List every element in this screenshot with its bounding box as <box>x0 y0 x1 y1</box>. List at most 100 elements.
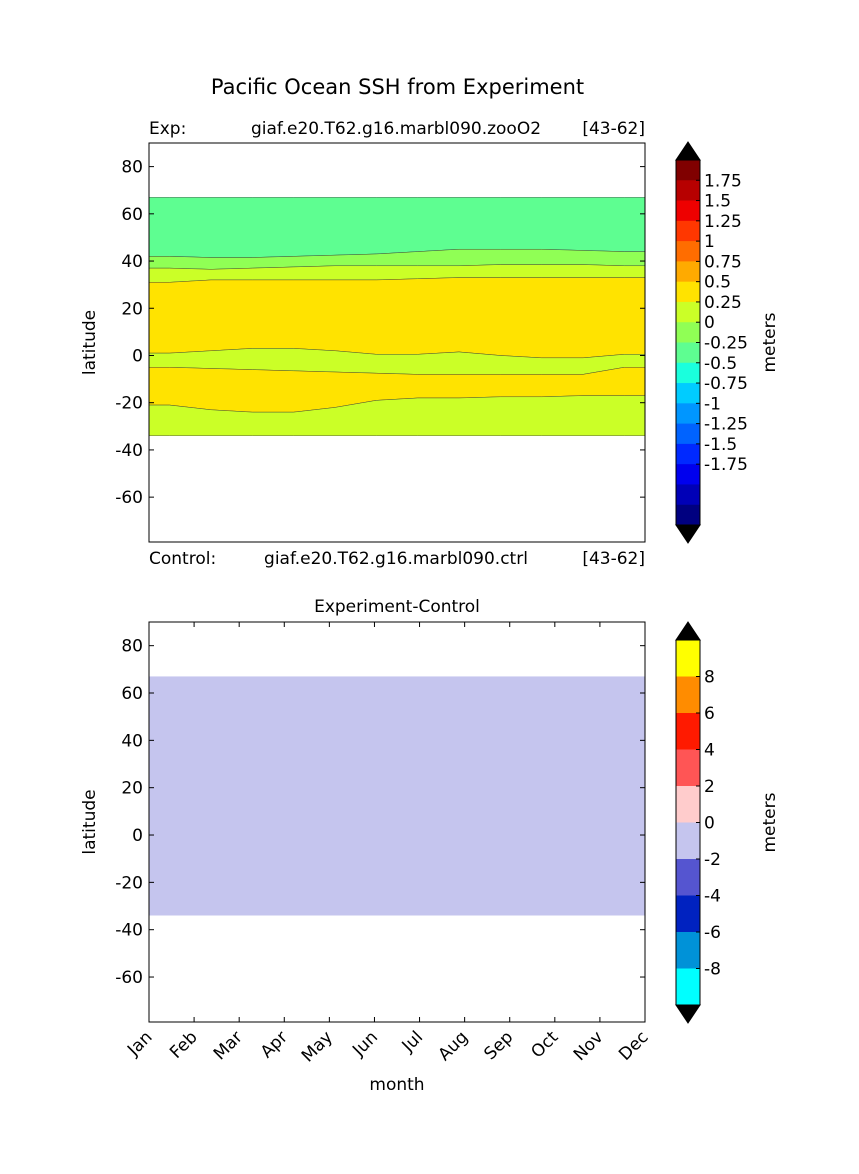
experiment-colorbar-tick-label: 1.75 <box>704 171 742 191</box>
difference-ytick-label: -40 <box>115 921 143 941</box>
experiment-colorbar-tick-label: 0.5 <box>704 273 731 293</box>
difference-ytick-label: -60 <box>115 968 143 988</box>
experiment-colorbar-tick-label: 1 <box>704 232 715 252</box>
experiment-colorbar-segment <box>676 241 700 262</box>
difference-fill <box>149 676 645 916</box>
experiment-colorbar-segment <box>676 383 700 404</box>
experiment-ytick-label: -20 <box>115 394 143 414</box>
experiment-ytick-label: -60 <box>115 488 143 508</box>
experiment-colorbar-tick-label: -0.5 <box>704 354 737 374</box>
experiment-colorbar-segment <box>676 160 700 181</box>
contour-band-yellow <box>148 277 646 359</box>
month-tick-label: Oct <box>527 1027 562 1062</box>
difference-colorbar-label: meters <box>760 792 780 852</box>
month-tick-label: May <box>298 1027 337 1066</box>
experiment-colorbar-segment <box>676 362 700 384</box>
experiment-colorbar-segment <box>676 200 700 222</box>
difference-colorbar-segment <box>676 968 700 1006</box>
experiment-colorbar-extend-max <box>675 141 701 161</box>
experiment-ytick-label: -40 <box>115 441 143 461</box>
experiment-ytick-label: 80 <box>121 158 143 178</box>
difference-ytick-label: 80 <box>121 637 143 657</box>
difference-colorbar-tick-label: 8 <box>704 668 715 688</box>
experiment-colorbar-tick-label: 1.5 <box>704 192 731 212</box>
figure-title: Pacific Ocean SSH from Experiment <box>210 75 585 99</box>
experiment-colorbar-segment <box>676 180 700 201</box>
difference-ytick-label: 60 <box>121 684 143 704</box>
experiment-colorbar-segment <box>676 443 700 465</box>
difference-colorbar-extend-min <box>675 1004 701 1024</box>
ctrl-footer-left: Control: <box>149 549 216 569</box>
difference-colorbar-tick-label: 4 <box>704 741 715 761</box>
experiment-colorbar-segment <box>676 281 700 303</box>
month-tick-label: Feb <box>166 1027 201 1062</box>
month-tick-label: Jul <box>398 1027 427 1056</box>
exp-header-left: Exp: <box>149 119 186 139</box>
experiment-ytick-label: 40 <box>121 252 143 272</box>
exp-header-case: giaf.e20.T62.g16.marbl090.zooO2 <box>251 119 541 139</box>
difference-colorbar-segment <box>676 786 700 823</box>
month-tick-label: Nov <box>570 1027 608 1065</box>
difference-colorbar-segment <box>676 895 700 933</box>
experiment-colorbar-label: meters <box>760 312 780 372</box>
experiment-colorbar-tick-label: -0.25 <box>704 334 748 354</box>
experiment-ylabel: latitude <box>80 310 100 375</box>
ctrl-footer-years: [43-62] <box>582 549 645 569</box>
experiment-colorbar-tick-label: -1.25 <box>704 415 748 435</box>
difference-axes-frame <box>148 621 646 1023</box>
experiment-colorbar-tick-label: 0 <box>704 313 715 333</box>
experiment-ytick-label: 20 <box>121 299 143 319</box>
difference-colorbar-segment <box>676 859 700 896</box>
difference-title: Experiment-Control <box>314 597 480 617</box>
difference-colorbar-segment <box>676 822 700 860</box>
month-tick-label: Jan <box>123 1027 156 1060</box>
experiment-colorbar-tick-label: -1.75 <box>704 455 748 475</box>
experiment-colorbar-segment <box>676 261 700 283</box>
difference-colorbar-tick-label: -2 <box>704 850 721 870</box>
difference-colorbar-extend-max <box>675 621 701 641</box>
experiment-colorbar-segment <box>676 301 700 323</box>
month-tick-label: Mar <box>210 1027 247 1064</box>
experiment-colorbar-tick-label: -1.5 <box>704 435 737 455</box>
experiment-colorbar-tick-label: 1.25 <box>704 212 742 232</box>
exp-header-years: [43-62] <box>582 119 645 139</box>
difference-colorbar-tick-label: 2 <box>704 777 715 797</box>
difference-colorbar-segment <box>676 640 700 677</box>
difference-colorbar-segment <box>676 932 700 969</box>
difference-ytick-label: 0 <box>132 826 143 846</box>
difference-colorbar-tick-label: -6 <box>704 923 721 943</box>
difference-ylabel: latitude <box>80 789 100 854</box>
experiment-colorbar-segment <box>676 342 700 364</box>
experiment-colorbar-tick-label: 0.75 <box>704 252 742 272</box>
difference-colorbar-segment <box>676 749 700 787</box>
experiment-ytick-label: 0 <box>132 346 143 366</box>
experiment-colorbar-tick-label: -0.75 <box>704 374 748 394</box>
experiment-colorbar-segment <box>676 322 700 343</box>
difference-ytick-label: 40 <box>121 731 143 751</box>
difference-colorbar-segment <box>676 676 700 714</box>
difference-colorbar-tick-label: 6 <box>704 704 715 724</box>
month-tick-label: Sep <box>480 1027 517 1064</box>
experiment-bands <box>148 197 646 436</box>
experiment-ytick-label: 60 <box>121 205 143 225</box>
contour-band-green <box>148 197 646 258</box>
difference-colorbar-tick-label: 0 <box>704 814 715 834</box>
experiment-axes-frame <box>148 142 646 543</box>
ctrl-footer-case: giaf.e20.T62.g16.marbl090.ctrl <box>264 549 528 569</box>
month-tick-label: Dec <box>615 1027 652 1064</box>
experiment-colorbar-segment <box>676 403 700 425</box>
experiment-colorbar-segment <box>676 464 700 485</box>
month-tick-label: Aug <box>435 1027 473 1065</box>
difference-colorbar: 8 6 4 2 0 -2 -4 -6 -8 meters <box>675 621 780 1024</box>
experiment-colorbar-segment <box>676 220 700 242</box>
experiment-colorbar-tick-label: 0.25 <box>704 293 742 313</box>
month-tick-label: Jun <box>348 1027 382 1061</box>
difference-xlabel: month <box>369 1075 424 1095</box>
month-tick-label: Apr <box>257 1027 292 1062</box>
experiment-colorbar-segment <box>676 484 700 506</box>
difference-colorbar-segment <box>676 713 700 750</box>
difference-colorbar-tick-label: -8 <box>704 960 721 980</box>
experiment-colorbar-segment <box>676 423 700 445</box>
